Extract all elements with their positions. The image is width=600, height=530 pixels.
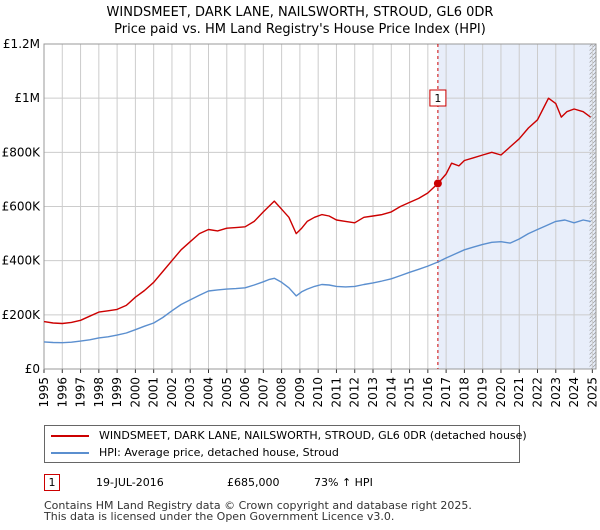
- chart-title-line-2: Price paid vs. HM Land Registry's House …: [114, 22, 486, 37]
- x-tick-label: 2014: [384, 377, 398, 408]
- x-tick-label: 2004: [202, 377, 216, 408]
- sale-annotation-number: 1: [44, 474, 60, 491]
- x-tick-label: 1996: [55, 377, 69, 408]
- x-tick-label: 2010: [311, 377, 325, 408]
- x-tick-label: 2013: [366, 377, 380, 408]
- legend-swatch-hpi: [51, 452, 89, 454]
- x-tick-label: 2009: [293, 377, 307, 408]
- footer-line-2: This data is licensed under the Open Gov…: [44, 510, 395, 523]
- x-tick-label: 2021: [512, 377, 526, 408]
- x-tick-label: 2001: [147, 377, 161, 408]
- legend-item-hpi: HPI: Average price, detached house, Stro…: [51, 445, 339, 461]
- y-tick-label: £400K: [2, 254, 42, 268]
- x-tick-label: 2006: [238, 377, 252, 408]
- sale-annotation-date: 19-JUL-2016: [96, 476, 164, 489]
- x-tick-label: 2019: [476, 377, 490, 408]
- x-tick-label: 1998: [92, 377, 106, 408]
- y-tick-label: £200K: [2, 308, 42, 322]
- y-tick-label: £600K: [2, 200, 42, 214]
- legend-item-property: WINDSMEET, DARK LANE, NAILSWORTH, STROUD…: [51, 428, 527, 444]
- sale-marker-box: [429, 89, 447, 107]
- sale-marker-label: 1: [434, 92, 441, 105]
- y-tick-label: £0: [25, 362, 40, 376]
- x-tick-label: 2011: [329, 377, 343, 408]
- sale-annotation-price: £685,000: [227, 476, 280, 489]
- legend-label-hpi: HPI: Average price, detached house, Stro…: [99, 446, 339, 459]
- footer-line-1: Contains HM Land Registry data © Crown c…: [44, 499, 472, 512]
- x-tick-label: 2002: [165, 377, 179, 408]
- x-tick-label: 2003: [183, 377, 197, 408]
- x-tick-label: 2024: [567, 377, 581, 408]
- y-tick-label: £800K: [2, 145, 42, 159]
- x-tick-label: 2017: [439, 377, 453, 408]
- chart-title: WINDSMEET, DARK LANE, NAILSWORTH, STROUD…: [0, 4, 600, 38]
- x-tick-label: 2007: [256, 377, 270, 408]
- x-tick-label: 2023: [549, 377, 563, 408]
- x-tick-label: 2025: [585, 377, 599, 408]
- legend-label-property: WINDSMEET, DARK LANE, NAILSWORTH, STROUD…: [99, 429, 527, 442]
- price-chart: £0 £200K £400K £600K £800K £1M £1.2M 1995 1996 19…: [2, 37, 600, 408]
- chart-title-line-1: WINDSMEET, DARK LANE, NAILSWORTH, STROUD…: [106, 5, 494, 20]
- x-tick-label: 2018: [457, 377, 471, 408]
- x-tick-label: 2000: [128, 377, 142, 408]
- hpi-line: [43, 219, 591, 344]
- footer-attribution: Contains HM Land Registry data © Crown c…: [44, 500, 472, 522]
- x-tick-label: 2020: [494, 377, 508, 408]
- x-tick-label: 2012: [348, 377, 362, 408]
- x-tick-label: 1999: [110, 377, 124, 408]
- sale-point: [433, 179, 442, 188]
- y-tick-label: £1.2M: [3, 37, 40, 51]
- legend-swatch-property: [51, 435, 89, 437]
- x-tick-label: 2015: [403, 377, 417, 408]
- x-tick-label: 2016: [421, 377, 435, 408]
- x-tick-label: 1997: [74, 377, 88, 408]
- plot-border: [43, 43, 597, 370]
- sale-annotation-row: 1 19-JUL-2016 £685,000 73% ↑ HPI: [44, 474, 584, 492]
- y-tick-label: £1M: [14, 91, 40, 105]
- property-price-line: [43, 97, 591, 325]
- x-tick-label: 2005: [220, 377, 234, 408]
- sale-annotation-hpi-change: 73% ↑ HPI: [314, 476, 373, 489]
- x-tick-label: 1995: [37, 377, 51, 408]
- x-tick-label: 2022: [531, 377, 545, 408]
- x-tick-label: 2008: [275, 377, 289, 408]
- chart-legend: WINDSMEET, DARK LANE, NAILSWORTH, STROUD…: [44, 425, 527, 463]
